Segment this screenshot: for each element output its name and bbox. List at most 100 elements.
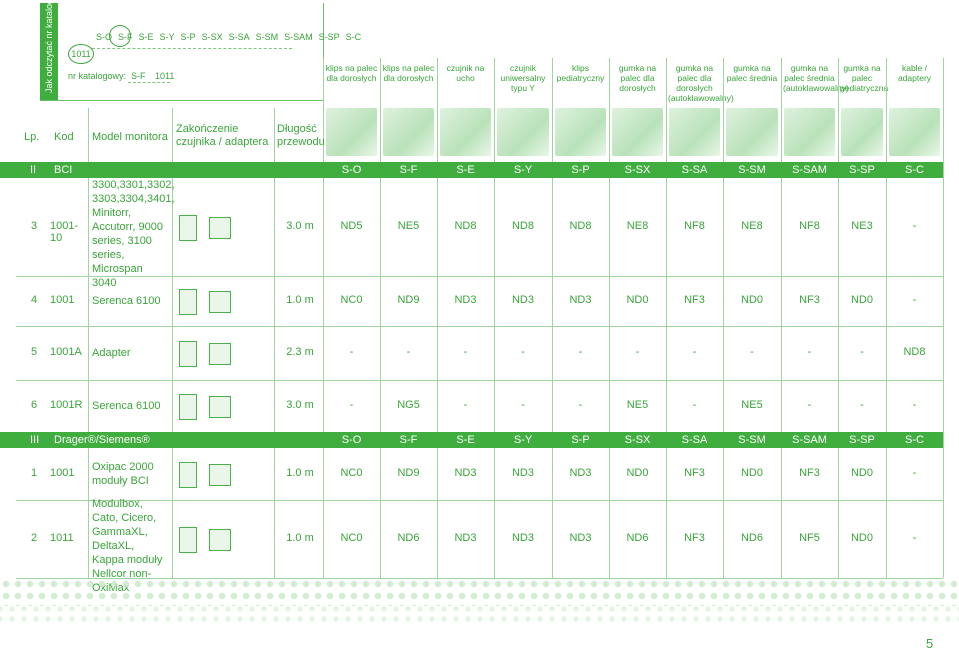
legend-highlight-circle [109,25,131,47]
row-value: NE5 [741,399,763,411]
row-value: NE5 [626,399,649,411]
row-value: - [807,399,812,411]
connector-icon [179,215,197,241]
section-code: S-F [399,434,418,446]
row-value: ND0 [740,294,763,306]
row-value: - [521,346,525,358]
section-code: S-SA [681,434,708,446]
row-value: - [578,399,583,411]
section-code: S-O [341,164,362,176]
section-band: III Drager®/Siemens® S-O S-F S-E S-Y S-P S-SX S-… [0,432,943,448]
section-code: S-F [399,164,418,176]
row-value: ND0 [850,467,873,479]
section-code: S-E [456,164,475,176]
row-length: 3.0 m [286,220,314,232]
nr-code-2: 1011 [155,71,175,81]
header-model: Model monitora [92,131,168,143]
grid-line [437,58,438,578]
row-value: ND3 [569,532,592,544]
nr-label: nr katalogowy: [68,71,127,81]
row-lp: 2 [30,532,38,544]
row-value: ND9 [397,294,420,306]
row-length: 3.0 m [286,399,314,411]
sensor-photo [889,108,940,156]
connector-icon [179,394,197,420]
row-value: - [912,220,917,232]
grid-line [781,58,782,578]
sensor-column-header: gumka na palec dla dorosłych (autoklawow… [668,63,734,103]
row-value: ND0 [626,294,649,306]
row-value: - [635,346,640,358]
section-code: S-SM [738,164,766,176]
row-model: Adapter [92,347,131,359]
sensor-column-header: kable / adaptery [897,63,932,83]
section-code: S-P [571,164,590,176]
grid-line [88,108,89,578]
row-value: - [912,532,917,544]
sensor-column-header: gumka na palec dla dorosłych [618,63,657,93]
connector-icon [179,341,197,367]
section-code: S-SP [849,164,875,176]
row-value: ND3 [511,294,534,306]
connector-icon [209,529,231,551]
sensor-photo [555,108,606,156]
row-length: 1.0 m [286,532,314,544]
sensor-column-header: klips na palec dla dorosłych [325,63,378,83]
row-value: ND8 [454,220,477,232]
grid-line [666,58,667,578]
row-value: - [750,346,754,358]
page-number: 5 [926,636,934,651]
row-value: - [349,399,354,411]
row-value: ND8 [569,220,592,232]
row-value: - [860,346,864,358]
row-value: NF3 [799,467,820,479]
legend-code: S-SM [255,32,279,42]
row-length: 2.3 m [286,346,314,358]
header-kod: Kod [54,131,74,143]
row-value: - [349,346,354,358]
section-name: BCI [54,164,73,176]
grid-line [723,58,724,578]
row-value: ND6 [626,532,649,544]
row-model: Serenca 6100 [92,400,161,412]
legend-code: S-SX [201,32,223,42]
grid-line [609,58,610,578]
row-value: NF3 [684,467,705,479]
grid-line [552,58,553,578]
sensor-photo [612,108,663,156]
row-value: ND3 [454,467,477,479]
row-value: ND3 [569,294,592,306]
legend-code: S-Y [159,32,175,42]
section-code: S-Y [513,434,533,446]
connector-icon [209,291,231,313]
legend-dash [92,48,292,49]
grid-line [494,58,495,578]
section-code: S-SX [624,164,651,176]
nr-code-1: S-F [131,71,146,81]
row-value: NE8 [741,220,763,232]
row-value: ND3 [454,532,477,544]
row-value: - [692,399,697,411]
sensor-photo [784,108,835,156]
connector-icon [179,462,197,488]
row-kod: 1001-10 [50,220,79,244]
row-model: 3300,3301,3302, 3303,3304,3401, Minitorr… [92,179,175,289]
legend-code: S-F [118,32,133,42]
sensor-column-header: czujnik uniwersalny typu Y [500,63,546,93]
header-zakonczenie: Zakończenie czujnika / adaptera [176,123,269,148]
sensor-photo [841,108,883,156]
section-code: S-SA [681,164,708,176]
row-kod: 1001A [50,346,82,358]
legend-code: S-C [345,32,362,42]
header-lp: Lp. [24,131,40,143]
connector-icon [209,464,231,486]
legend-tab: Jak odczytać nr katalogowy [40,0,58,100]
legend-box [40,3,324,101]
footer-dot-pattern [0,578,959,606]
grid-line [886,58,887,578]
header-dlugosc: Długość przewodu [277,123,325,148]
row-value: NG5 [397,399,420,411]
sensor-photo [497,108,549,156]
row-divider [16,326,943,327]
connector-icon [209,396,231,418]
